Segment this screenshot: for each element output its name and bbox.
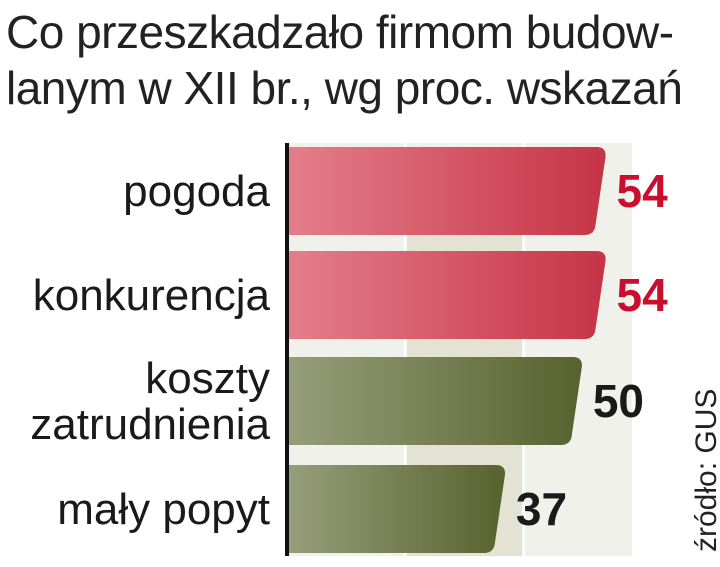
bar [287, 357, 582, 445]
value-label: 50 [593, 375, 644, 427]
bar [287, 465, 506, 553]
value-label: 37 [516, 483, 567, 535]
category-label: mały popyt [57, 485, 270, 534]
bar [287, 147, 606, 235]
chart-title: Co przeszkadzało firmom budow- lanym w X… [6, 4, 706, 116]
chart-title-line-1: Co przeszkadzało firmom budow- [6, 6, 674, 58]
category-label: koszty [145, 354, 270, 403]
bar [287, 251, 606, 339]
category-label: zatrudnienia [30, 400, 270, 449]
value-label: 54 [617, 269, 669, 321]
category-label: pogoda [123, 167, 270, 216]
source-note: źródło: GUS [690, 388, 720, 552]
bars [287, 147, 606, 553]
value-labels: 54 54 50 37 [516, 165, 668, 535]
value-label: 54 [617, 165, 669, 217]
chart-title-line-2: lanym w XII br., wg proc. wskazań [6, 62, 683, 114]
category-label: konkurencja [33, 271, 271, 320]
